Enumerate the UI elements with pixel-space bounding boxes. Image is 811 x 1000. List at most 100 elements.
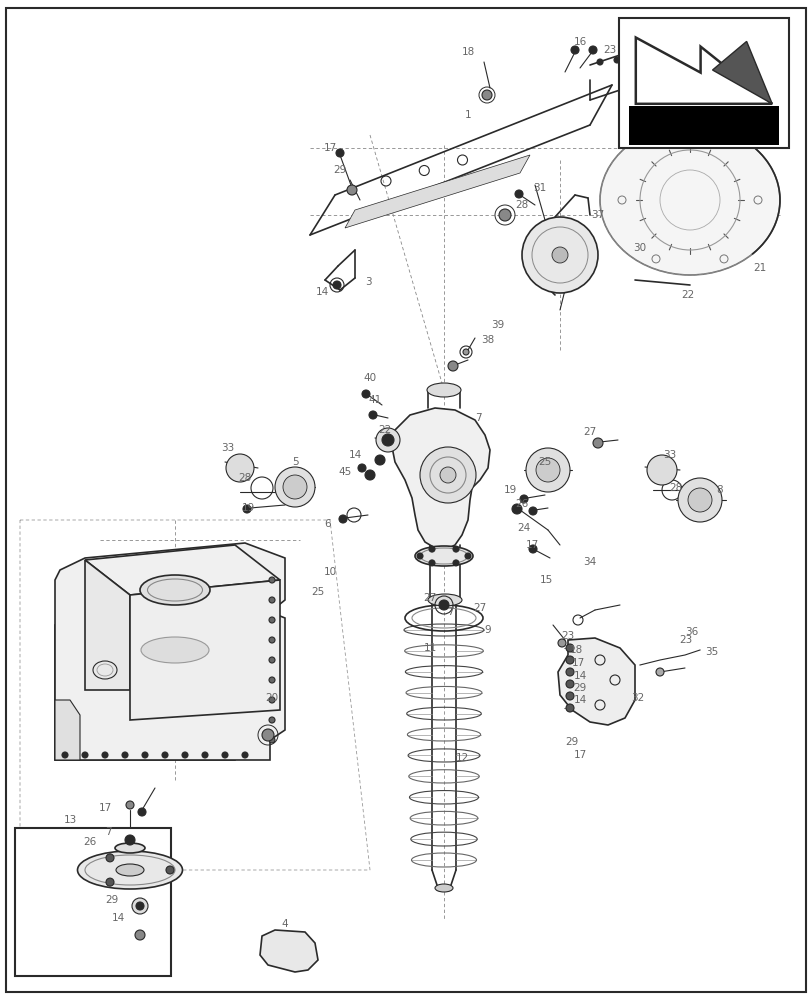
- Circle shape: [512, 504, 521, 514]
- Text: 22: 22: [680, 290, 693, 300]
- Text: 7: 7: [446, 607, 453, 617]
- Text: 4: 4: [281, 919, 288, 929]
- Text: 17: 17: [573, 750, 586, 760]
- Text: 21: 21: [753, 263, 766, 273]
- Text: 6: 6: [324, 519, 331, 529]
- Text: 14: 14: [111, 913, 124, 923]
- Circle shape: [565, 668, 573, 676]
- Circle shape: [439, 600, 448, 610]
- Circle shape: [428, 560, 435, 566]
- Circle shape: [126, 801, 134, 809]
- Text: 14: 14: [573, 695, 586, 705]
- Circle shape: [268, 597, 275, 603]
- Circle shape: [82, 752, 88, 758]
- Text: 20: 20: [265, 693, 278, 703]
- Text: 17: 17: [98, 803, 111, 813]
- Circle shape: [221, 752, 228, 758]
- Bar: [618, 18, 788, 148]
- Circle shape: [419, 447, 475, 503]
- Circle shape: [565, 692, 573, 700]
- Ellipse shape: [414, 546, 473, 566]
- Text: 23: 23: [603, 45, 616, 55]
- Circle shape: [465, 553, 470, 559]
- Text: 28: 28: [668, 483, 682, 493]
- Circle shape: [268, 637, 275, 643]
- Circle shape: [448, 361, 457, 371]
- Circle shape: [338, 515, 346, 523]
- Text: 5: 5: [292, 457, 299, 467]
- Circle shape: [613, 57, 620, 63]
- Circle shape: [677, 478, 721, 522]
- Circle shape: [268, 617, 275, 623]
- Circle shape: [106, 878, 114, 886]
- Text: 34: 34: [582, 557, 596, 567]
- Text: 24: 24: [517, 523, 530, 533]
- Text: 10: 10: [323, 567, 336, 577]
- Text: 12: 12: [455, 753, 468, 763]
- Circle shape: [375, 455, 384, 465]
- Polygon shape: [85, 560, 130, 690]
- Text: 35: 35: [705, 647, 718, 657]
- Circle shape: [440, 467, 456, 483]
- Circle shape: [592, 438, 603, 448]
- Text: 19: 19: [503, 485, 516, 495]
- Circle shape: [132, 898, 148, 914]
- Text: 17: 17: [571, 658, 584, 668]
- Polygon shape: [85, 545, 280, 595]
- Ellipse shape: [427, 594, 461, 606]
- Circle shape: [646, 455, 676, 485]
- Text: 26: 26: [84, 837, 97, 847]
- Circle shape: [526, 448, 569, 492]
- Circle shape: [417, 553, 423, 559]
- Polygon shape: [260, 930, 318, 972]
- Text: 27: 27: [423, 593, 436, 603]
- Circle shape: [62, 752, 68, 758]
- Circle shape: [570, 46, 578, 54]
- Text: 18: 18: [461, 47, 474, 57]
- Circle shape: [482, 90, 491, 100]
- Polygon shape: [55, 700, 80, 760]
- Text: 45: 45: [338, 467, 351, 477]
- Circle shape: [268, 577, 275, 583]
- Circle shape: [242, 505, 251, 513]
- Ellipse shape: [115, 843, 145, 853]
- Text: 39: 39: [491, 320, 504, 330]
- Circle shape: [135, 930, 145, 940]
- Text: 29: 29: [573, 683, 586, 693]
- Text: 26: 26: [515, 499, 528, 509]
- Circle shape: [268, 657, 275, 663]
- Polygon shape: [345, 155, 530, 228]
- Circle shape: [333, 281, 341, 289]
- Circle shape: [102, 752, 108, 758]
- Circle shape: [428, 546, 435, 552]
- Circle shape: [535, 458, 560, 482]
- Text: 38: 38: [481, 335, 494, 345]
- Polygon shape: [55, 625, 234, 760]
- Circle shape: [551, 247, 568, 263]
- Circle shape: [462, 349, 469, 355]
- Text: 36: 36: [684, 627, 697, 637]
- Text: 23: 23: [560, 631, 574, 641]
- Circle shape: [565, 704, 573, 712]
- Circle shape: [346, 185, 357, 195]
- Text: 33: 33: [221, 443, 234, 453]
- Circle shape: [687, 488, 711, 512]
- Text: 7: 7: [474, 413, 481, 423]
- Text: 25: 25: [311, 587, 324, 597]
- Text: 27: 27: [582, 427, 596, 437]
- Circle shape: [528, 545, 536, 553]
- Text: 13: 13: [63, 815, 76, 825]
- Circle shape: [368, 411, 376, 419]
- Text: 17: 17: [525, 540, 538, 550]
- Text: 29: 29: [333, 165, 346, 175]
- Text: 27: 27: [473, 603, 486, 613]
- Circle shape: [135, 902, 144, 910]
- Bar: [629, 106, 778, 145]
- Circle shape: [381, 434, 393, 446]
- Circle shape: [122, 752, 128, 758]
- Circle shape: [358, 464, 366, 472]
- Text: 41: 41: [368, 395, 381, 405]
- Circle shape: [499, 209, 510, 221]
- Text: 29: 29: [105, 895, 118, 905]
- Circle shape: [268, 737, 275, 743]
